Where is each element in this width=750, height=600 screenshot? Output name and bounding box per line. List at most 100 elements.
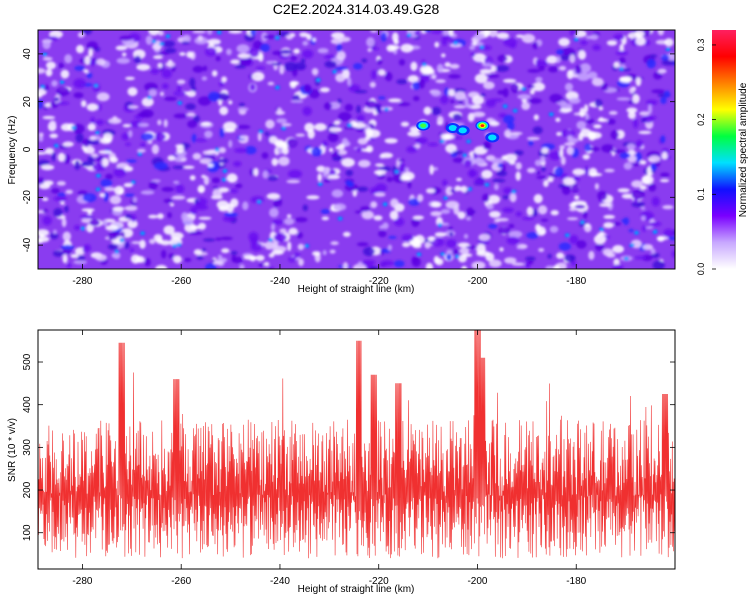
spectrogram-blob xyxy=(124,214,133,219)
spectrogram-blob xyxy=(167,155,175,162)
spectrogram-blob xyxy=(529,89,535,95)
spectrogram-blob xyxy=(610,130,619,140)
x-tick-label: -180 xyxy=(566,276,586,287)
spectrogram-blob xyxy=(157,213,164,220)
spectrogram-blob xyxy=(384,72,393,82)
spectrogram-blob xyxy=(121,52,127,57)
spectrogram-blob xyxy=(597,118,608,123)
spectrogram-blob xyxy=(354,90,368,94)
spectrogram-blob xyxy=(64,141,72,145)
spectrogram-blob xyxy=(328,169,336,176)
spectrogram-blob xyxy=(566,146,574,155)
spectrogram-blob xyxy=(273,233,287,242)
spectrogram-blob xyxy=(471,95,485,105)
spectrogram-blob xyxy=(131,214,137,222)
spectrogram-blob xyxy=(608,110,618,115)
spectrogram-blob xyxy=(144,258,151,267)
spectrogram-blob xyxy=(60,244,75,250)
spectrogram-blob xyxy=(446,249,453,255)
spectrogram-blob xyxy=(264,241,275,250)
spectrogram-blob xyxy=(650,165,657,170)
spectrogram-blob xyxy=(356,242,369,247)
spectrogram-blob xyxy=(527,84,535,89)
spectrogram-blob xyxy=(270,223,276,231)
spectrogram-blob xyxy=(508,223,515,229)
spectrogram-blob xyxy=(324,60,337,68)
y-tick-label: 400 xyxy=(22,396,33,413)
spectrogram-blob xyxy=(279,64,285,75)
spectrogram-blob xyxy=(407,30,417,34)
spectrogram-blob xyxy=(281,123,292,127)
spectrogram-blob xyxy=(251,71,265,82)
spectrogram-blob xyxy=(633,118,639,129)
spectrogram-blob xyxy=(571,260,577,267)
spectrogram-blob xyxy=(398,102,411,107)
spectrogram-blob xyxy=(197,96,212,106)
spectrogram-blob xyxy=(515,171,521,181)
spectrogram-blob xyxy=(189,175,196,181)
spectrogram-blob xyxy=(429,164,434,175)
spectrogram-blob xyxy=(356,186,369,192)
spectrogram-blob xyxy=(445,143,457,154)
spectrogram-blob xyxy=(362,259,376,266)
spectrogram-blob xyxy=(272,219,284,226)
spectrogram-blob xyxy=(404,167,410,172)
spectrogram-spot-core xyxy=(666,48,670,51)
spectrogram-blob xyxy=(311,147,323,157)
x-tick-label: -200 xyxy=(467,276,487,287)
spectrogram-spot-core xyxy=(467,140,470,143)
spectrogram-y-label: Frequency (Hz) xyxy=(7,116,18,185)
spectrogram-blob xyxy=(260,43,270,52)
spectrogram-blob xyxy=(397,158,405,162)
spectrogram-blob xyxy=(628,87,635,94)
spectrogram-blob xyxy=(612,264,624,269)
spectrogram-blob xyxy=(488,259,502,268)
spectrogram-blob xyxy=(269,207,279,218)
spectrogram-blob xyxy=(646,99,658,106)
spectrogram-blob xyxy=(407,131,421,137)
spectrogram-blob xyxy=(302,204,308,212)
spectrogram-blob xyxy=(483,30,491,37)
spectrogram-spot-core xyxy=(441,253,445,256)
spectrogram-spot-core xyxy=(503,105,507,108)
spectrogram-blob xyxy=(283,217,295,226)
spectrogram-blob xyxy=(623,162,633,170)
spectrogram-blob xyxy=(53,208,63,218)
spectrogram-spot-core xyxy=(468,188,472,191)
spectrogram-blob xyxy=(599,232,605,235)
spectrogram-blob xyxy=(570,255,575,260)
spectrogram-blob xyxy=(238,58,251,66)
spectrogram-blob xyxy=(46,61,56,70)
spectrogram-blob xyxy=(161,83,169,90)
spectrogram-blob xyxy=(95,254,107,261)
spectrogram-blob xyxy=(103,191,109,202)
spectrogram-blob xyxy=(218,158,229,164)
spectrogram-blob xyxy=(144,82,158,92)
spectrogram-blob xyxy=(370,201,378,209)
spectrogram-blob xyxy=(563,142,576,146)
colorbar-tick-label: 0.0 xyxy=(696,263,706,276)
spectrogram-blob xyxy=(642,244,653,251)
spectrogram-blob xyxy=(327,132,339,143)
spectrogram-blob xyxy=(369,81,376,88)
spectrogram-blob xyxy=(237,53,251,59)
spectrogram-blob xyxy=(105,225,119,231)
spectrogram-blob xyxy=(101,157,110,167)
spectrogram-blob xyxy=(641,175,654,185)
spectrogram-blob xyxy=(653,71,663,80)
x-tick-label: -220 xyxy=(369,576,389,587)
spectrogram-blob xyxy=(449,43,462,48)
spectrogram-blob xyxy=(504,129,512,138)
spectrogram-blob xyxy=(38,68,46,74)
snr-x-ticks: -280 -260 -240 -220 -200 -180 xyxy=(72,330,587,587)
spectrogram-blob xyxy=(61,217,67,228)
spectrogram-blob xyxy=(361,58,368,63)
spectrogram-blob xyxy=(127,219,138,229)
spectrogram-blob xyxy=(651,196,660,207)
spectrogram-blob xyxy=(73,78,86,89)
spectrogram-blob xyxy=(463,233,469,239)
spectrogram-blob xyxy=(288,169,302,179)
spectrogram-blob xyxy=(322,167,327,178)
spectrogram-blob xyxy=(89,135,97,141)
spectrogram-blob xyxy=(234,148,248,153)
